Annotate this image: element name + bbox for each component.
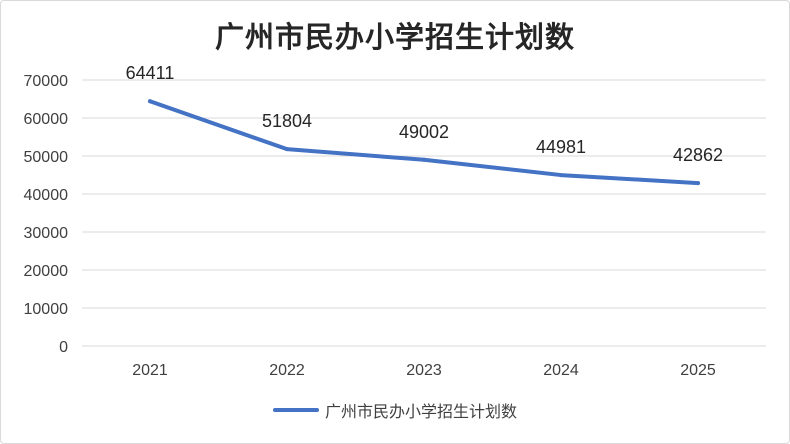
x-tick-label: 2024 — [543, 362, 579, 379]
data-point — [285, 147, 289, 152]
y-tick-label: 0 — [59, 339, 68, 356]
data-point — [559, 173, 563, 178]
series-lines — [148, 99, 700, 186]
chart-title: 广州市民办小学招生计划数 — [214, 20, 575, 54]
data-label: 49002 — [399, 122, 449, 142]
series-line — [148, 99, 700, 186]
x-tick-label: 2023 — [406, 362, 442, 379]
data-point — [148, 99, 152, 104]
x-tick-label: 2022 — [269, 362, 305, 379]
data-point — [696, 181, 700, 186]
y-tick-label: 40000 — [24, 187, 69, 204]
y-tick-label: 50000 — [24, 149, 69, 166]
y-tick-label: 30000 — [24, 225, 69, 242]
data-label: 51804 — [262, 111, 312, 131]
y-tick-label: 10000 — [24, 301, 69, 318]
data-label: 44981 — [536, 137, 586, 157]
data-label: 64411 — [126, 63, 175, 83]
gridlines — [82, 79, 766, 347]
x-tick-label: 2021 — [132, 362, 168, 379]
legend-swatch — [272, 408, 319, 412]
data-labels: 64411 51804 49002 44981 42862 — [126, 63, 723, 165]
x-axis-ticks: 2021 2022 2023 2024 2025 — [132, 362, 716, 379]
y-tick-label: 20000 — [24, 263, 69, 280]
x-tick-label: 2025 — [680, 362, 716, 379]
y-axis-ticks: 0 10000 20000 30000 40000 50000 60000 70000 — [24, 73, 69, 356]
y-tick-label: 60000 — [24, 111, 69, 128]
legend-label: 广州市民办小学招生计划数 — [324, 402, 517, 421]
y-tick-label: 70000 — [24, 73, 69, 90]
data-label: 42862 — [673, 145, 723, 165]
legend: 广州市民办小学招生计划数 — [0, 398, 790, 422]
data-point — [422, 157, 426, 162]
